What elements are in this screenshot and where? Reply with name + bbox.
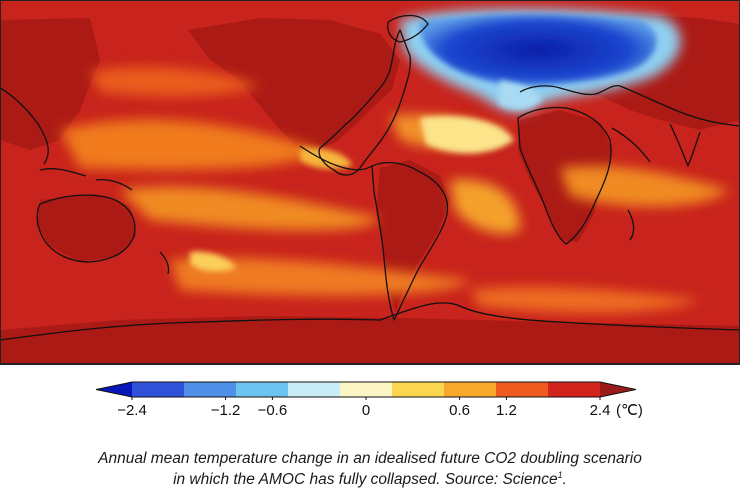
- coast-africa: [517, 106, 612, 245]
- australia-land: [36, 194, 136, 262]
- colorbar-tick-label-0: −2.4: [117, 402, 147, 419]
- coast-indonesia: [39, 168, 133, 191]
- caption-line-2-text: in which the AMOC has fully collapsed. S…: [173, 471, 558, 488]
- colorbar-bin-3: [236, 382, 288, 397]
- south-pacific-pale: [190, 251, 236, 272]
- temperature-anomaly-map: [0, 0, 740, 365]
- south-atlantic-band: [450, 179, 520, 234]
- caption-line-2: in which the AMOC has fully collapsed. S…: [0, 469, 740, 490]
- eurasia-west-land: [0, 18, 100, 150]
- colorbar-tick-label-4: 0.6: [449, 402, 470, 419]
- colorbar-bin-4: [288, 382, 340, 397]
- pacific-south-band: [120, 186, 380, 231]
- pale-bands: [190, 116, 514, 272]
- coast-madagascar: [627, 209, 635, 241]
- colorbar-tick-label-1: −1.2: [211, 402, 241, 419]
- pacific-streak-pale: [300, 147, 352, 169]
- antarctica-land: [0, 316, 740, 365]
- coast-arabia: [611, 127, 651, 163]
- coast-new-zealand: [159, 251, 170, 275]
- southern-ocean-band: [170, 257, 470, 296]
- colorbar-bin-6: [392, 382, 444, 397]
- colorbar-bin-8: [496, 382, 548, 397]
- coast-asia: [619, 85, 740, 127]
- indian-ocean-band: [560, 165, 730, 207]
- pacific-equatorial-band: [60, 119, 320, 170]
- colorbar-ticks: −2.4 −1.2 −0.6 0 0.6 1.2 2.4: [117, 397, 610, 419]
- coast-north-america: [318, 29, 412, 176]
- north-america-land: [188, 18, 400, 150]
- coast-south-america: [371, 161, 449, 321]
- colorbar-unit: (℃): [616, 402, 643, 419]
- colorbar-bin-9: [548, 382, 600, 397]
- colorbar-tick-label-5: 1.2: [496, 402, 517, 419]
- coast-australia: [36, 194, 136, 263]
- coast-india: [669, 123, 701, 167]
- colorbar-bin-10: [600, 382, 636, 397]
- figure-caption: Annual mean temperature change in an ide…: [0, 448, 740, 490]
- colorbar-tick-label-6: 2.4: [590, 402, 611, 419]
- north-pacific-band: [90, 66, 260, 97]
- colorbar-bins: [96, 382, 636, 397]
- coast-central-america: [299, 145, 373, 171]
- north-atlantic-cooling: [400, 8, 681, 113]
- coast-greenland: [386, 14, 429, 43]
- colorbar-bin-1: [132, 382, 184, 397]
- colorbar-bin-2: [184, 382, 236, 397]
- colorbar-tick-label-3: 0: [362, 402, 370, 419]
- caption-end: .: [562, 471, 567, 488]
- cold-tongue: [498, 80, 542, 110]
- southern-ocean-east-band: [470, 286, 700, 313]
- coast-east-asia: [0, 87, 49, 165]
- colorbar-bin-7: [444, 382, 496, 397]
- coast-antarctica: [0, 302, 740, 341]
- coast-europe: [519, 84, 621, 96]
- warm-bands: [60, 66, 730, 313]
- colorbar-bin-0: [96, 382, 132, 397]
- cold-core: [419, 14, 657, 86]
- colorbar-tick-label-2: −0.6: [258, 402, 288, 419]
- caption-line-1: Annual mean temperature change in an ide…: [98, 450, 642, 467]
- colorbar: −2.4 −1.2 −0.6 0 0.6 1.2 2.4 (℃): [95, 381, 643, 419]
- caption-footnote: 1: [557, 469, 563, 480]
- coastlines: [0, 14, 740, 341]
- tropical-atlantic-pale: [420, 116, 514, 154]
- colorbar-bin-5: [340, 382, 392, 397]
